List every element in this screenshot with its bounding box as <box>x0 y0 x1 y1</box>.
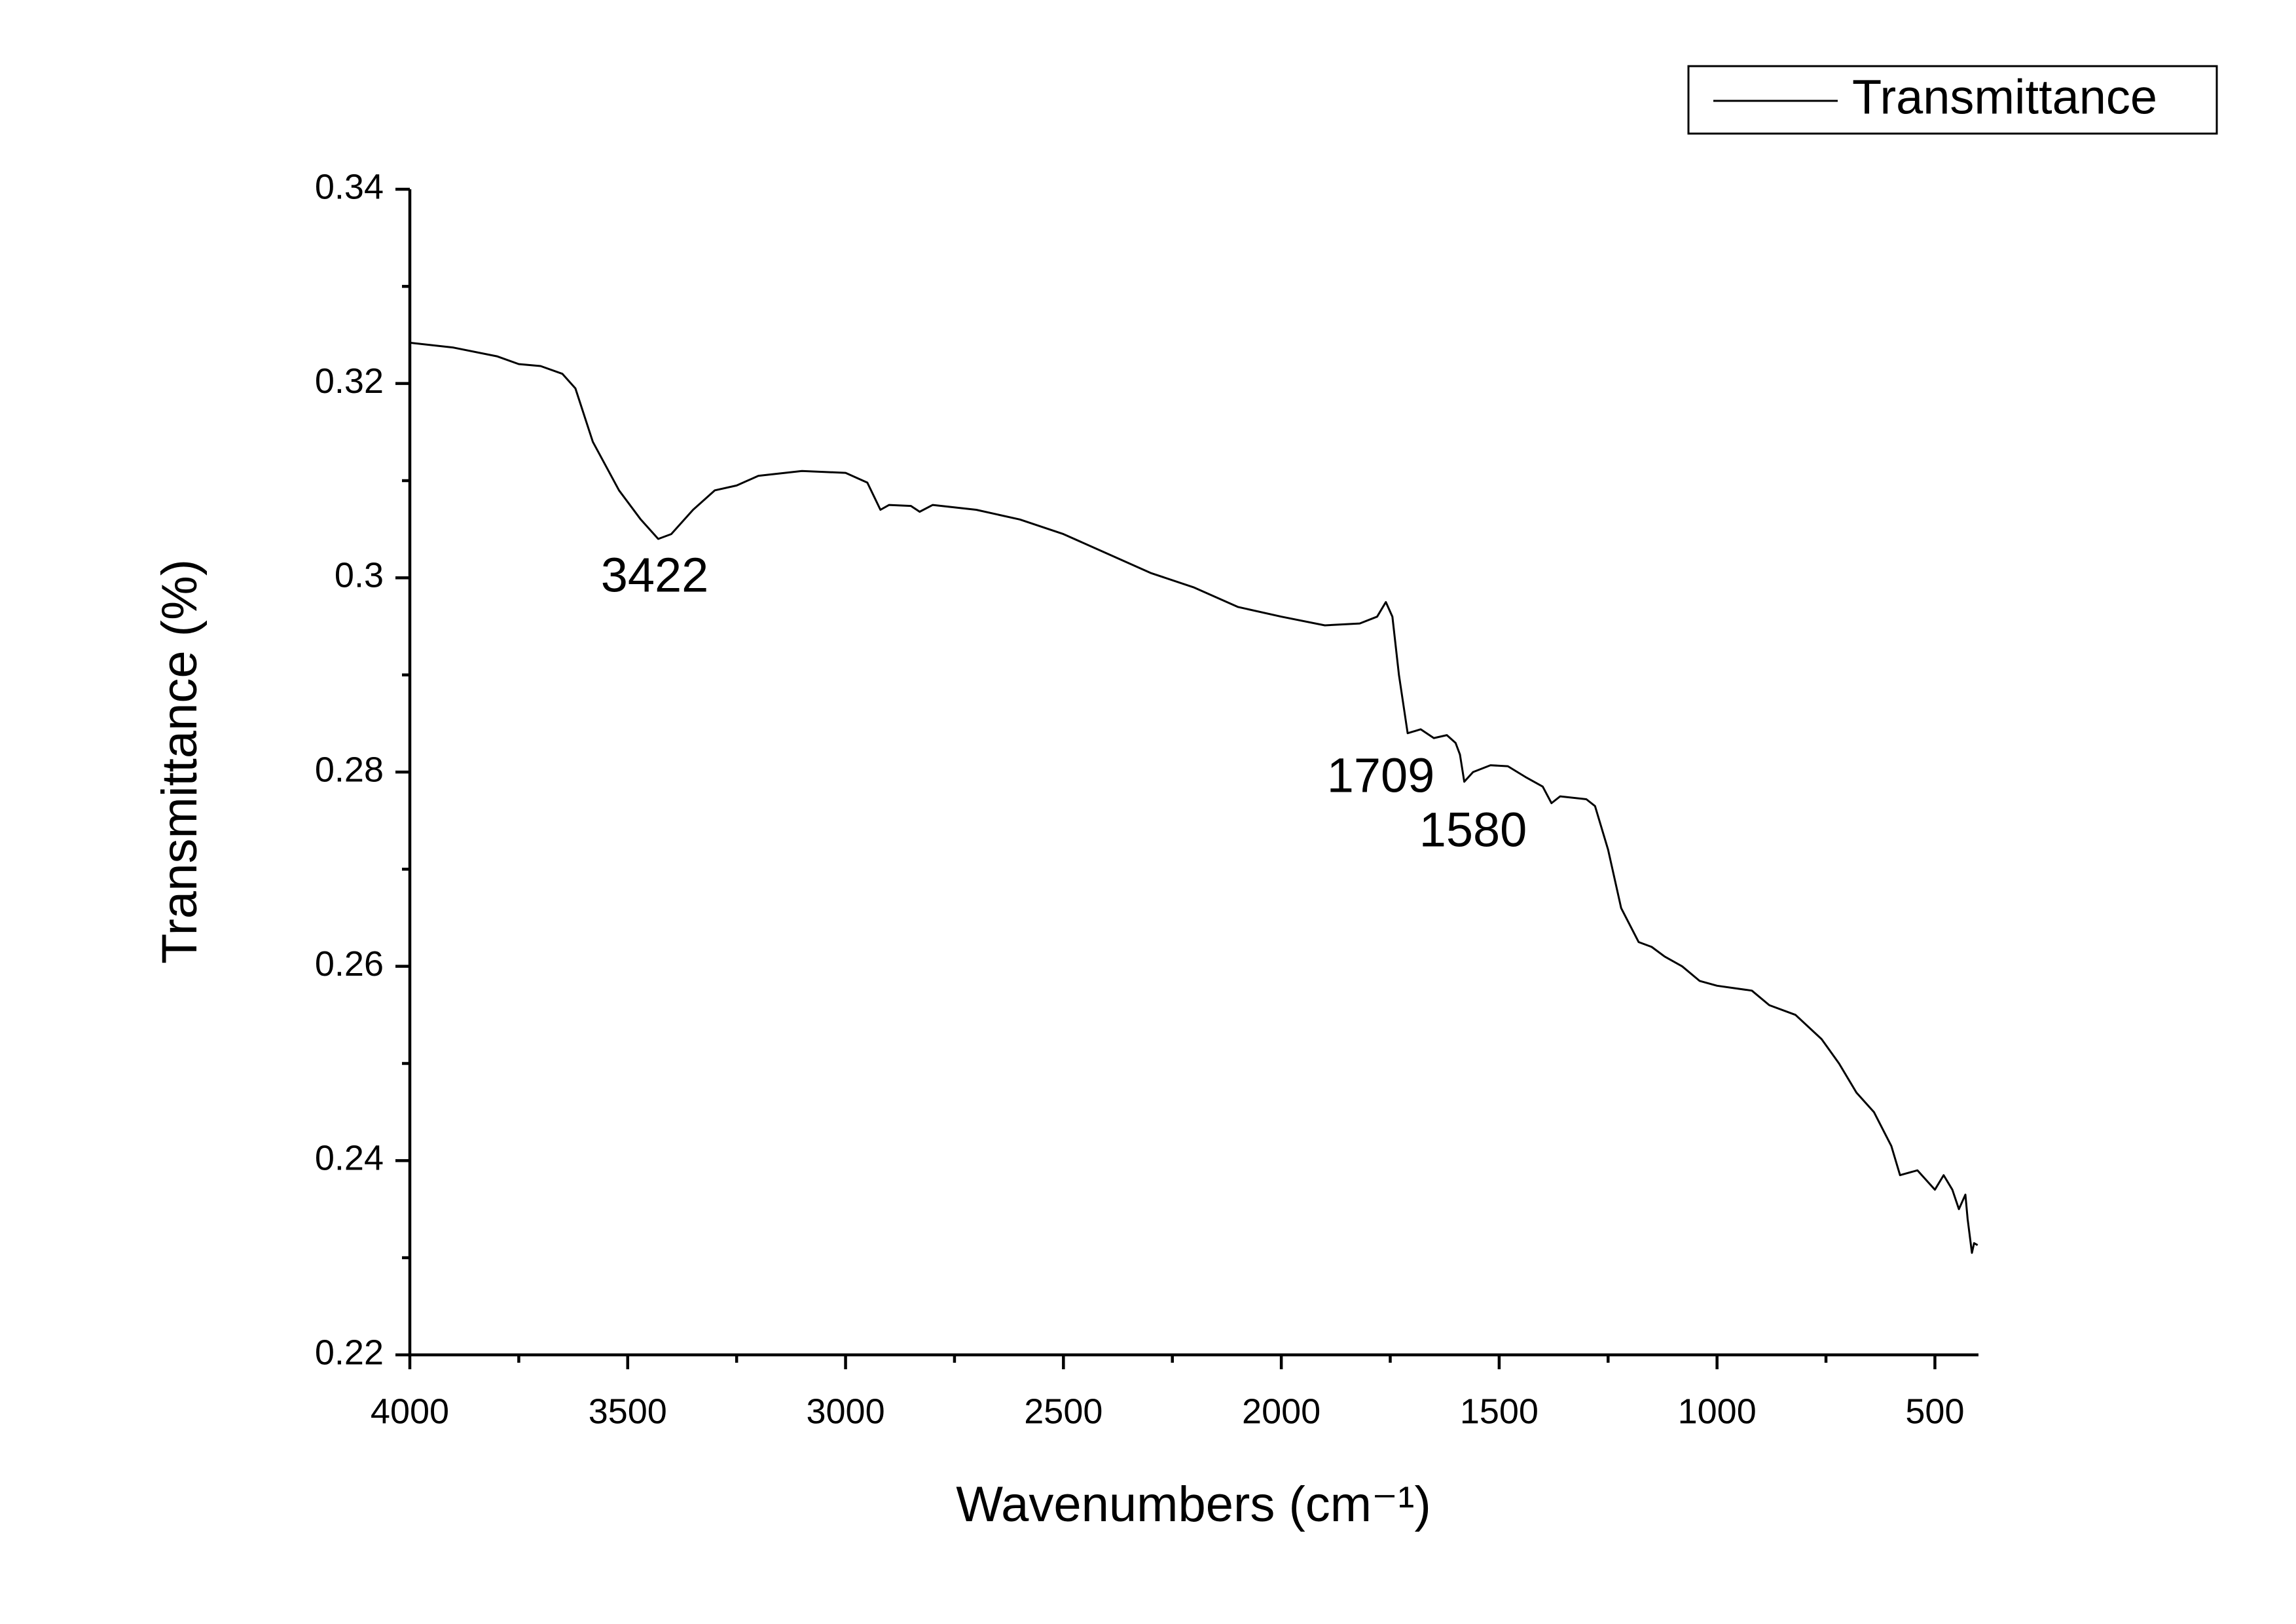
legend-box <box>1687 65 2218 135</box>
annotation: 3422 <box>601 548 709 602</box>
y-tick-label: 0.3 <box>335 556 384 595</box>
x-axis-label: Wavenumbers (cm⁻¹) <box>956 1477 1431 1532</box>
y-axis-label: Transmittance (%) <box>152 559 208 964</box>
legend-label: Transmittance <box>1852 70 2157 124</box>
x-tick-label: 1000 <box>1678 1392 1757 1431</box>
y-tick-label: 0.28 <box>315 750 384 789</box>
y-tick-label: 0.22 <box>315 1333 384 1372</box>
x-tick-label: 4000 <box>371 1392 449 1431</box>
x-tick-label: 500 <box>1905 1392 1964 1431</box>
series-line <box>409 341 1978 1254</box>
x-tick-label: 3500 <box>589 1392 667 1431</box>
x-tick-label: 2500 <box>1024 1392 1102 1431</box>
y-tick-label: 0.26 <box>315 944 384 984</box>
x-tick-label: 1500 <box>1460 1392 1539 1431</box>
x-tick-label: 2000 <box>1242 1392 1321 1431</box>
y-tick-label: 0.32 <box>315 361 384 401</box>
annotation: 1709 <box>1327 748 1435 803</box>
annotation: 1580 <box>1419 803 1527 857</box>
x-tick-label: 3000 <box>806 1392 884 1431</box>
y-tick-label: 0.24 <box>315 1139 384 1178</box>
y-tick-label: 0.34 <box>315 167 384 206</box>
